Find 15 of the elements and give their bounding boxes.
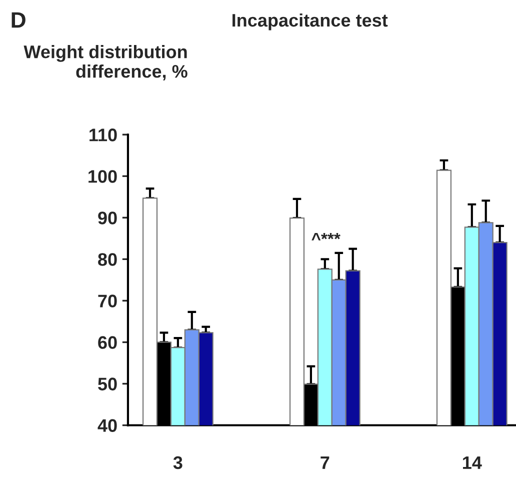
y-tick-label: 50: [98, 378, 117, 390]
y-tick-label: 80: [98, 253, 117, 266]
chart-title: Incapacitance test: [232, 13, 388, 30]
text: D: [12, 12, 26, 28]
x-tick-label: 7: [320, 456, 330, 469]
y-tick-label: 40: [98, 419, 117, 432]
y-axis-title: Weight distribution difference, %: [24, 45, 188, 80]
x-tick-label: 3: [173, 456, 182, 470]
y-tick-label: 100: [88, 170, 117, 183]
annotation: ^***: [312, 233, 340, 240]
y-tick-label: 90: [98, 212, 117, 224]
x-tick-label: 14: [463, 456, 482, 469]
y-tick-label: 60: [98, 336, 117, 349]
y-tick-label: 110: [90, 128, 117, 142]
y-tick-label: 70: [98, 294, 117, 308]
